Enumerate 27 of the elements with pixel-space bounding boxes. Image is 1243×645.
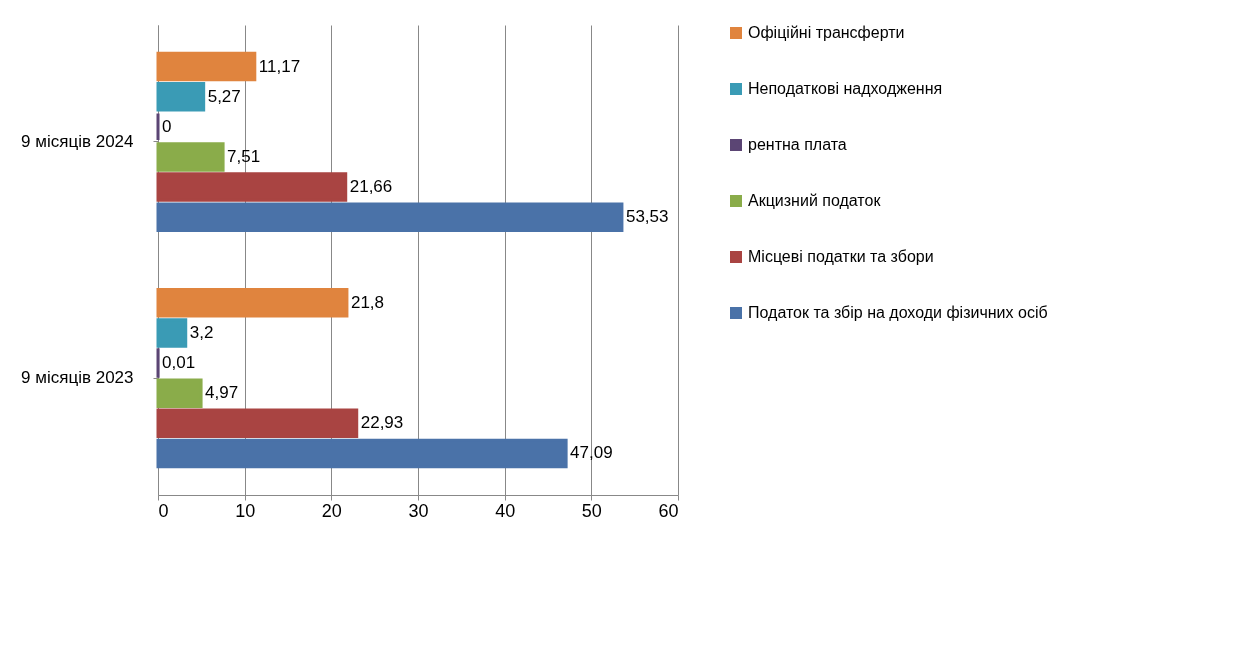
data-label: 47,09 [570, 443, 613, 463]
y-tick-label: 9 місяців 2023 [21, 368, 134, 388]
data-label: 21,66 [349, 177, 393, 197]
x-tick-label: 30 [408, 500, 429, 521]
data-label: 53,53 [625, 207, 669, 227]
x-tick-label: 60 [658, 500, 679, 521]
legend-label: Офіційні трансферти [748, 24, 905, 41]
data-label: 0 [162, 116, 172, 136]
x-tick-label: 10 [235, 500, 256, 521]
data-label: 4,97 [205, 383, 239, 403]
data-label: 21,8 [350, 292, 385, 312]
legend-label: Місцеві податки та збори [748, 248, 934, 265]
data-label: 3,2 [189, 322, 214, 342]
x-tick-label: 20 [321, 500, 342, 521]
x-tick-label: 0 [158, 500, 169, 521]
legend-label: Неподаткові надходження [748, 80, 943, 97]
y-tick-label: 9 місяців 2024 [21, 131, 134, 151]
data-label: 22,93 [360, 413, 404, 433]
x-tick-label: 50 [581, 500, 602, 521]
legend-label: Акцизний податок [748, 192, 882, 209]
data-label: 5,27 [207, 86, 241, 106]
data-label: 7,51 [227, 146, 261, 166]
data-label: 0,01 [162, 353, 196, 373]
data-label: 11,17 [258, 56, 301, 76]
legend-label: рентна плата [748, 136, 847, 153]
legend-label: Податок та збір на доходи фізичних осіб [748, 304, 1048, 321]
x-tick-label: 40 [495, 500, 516, 521]
